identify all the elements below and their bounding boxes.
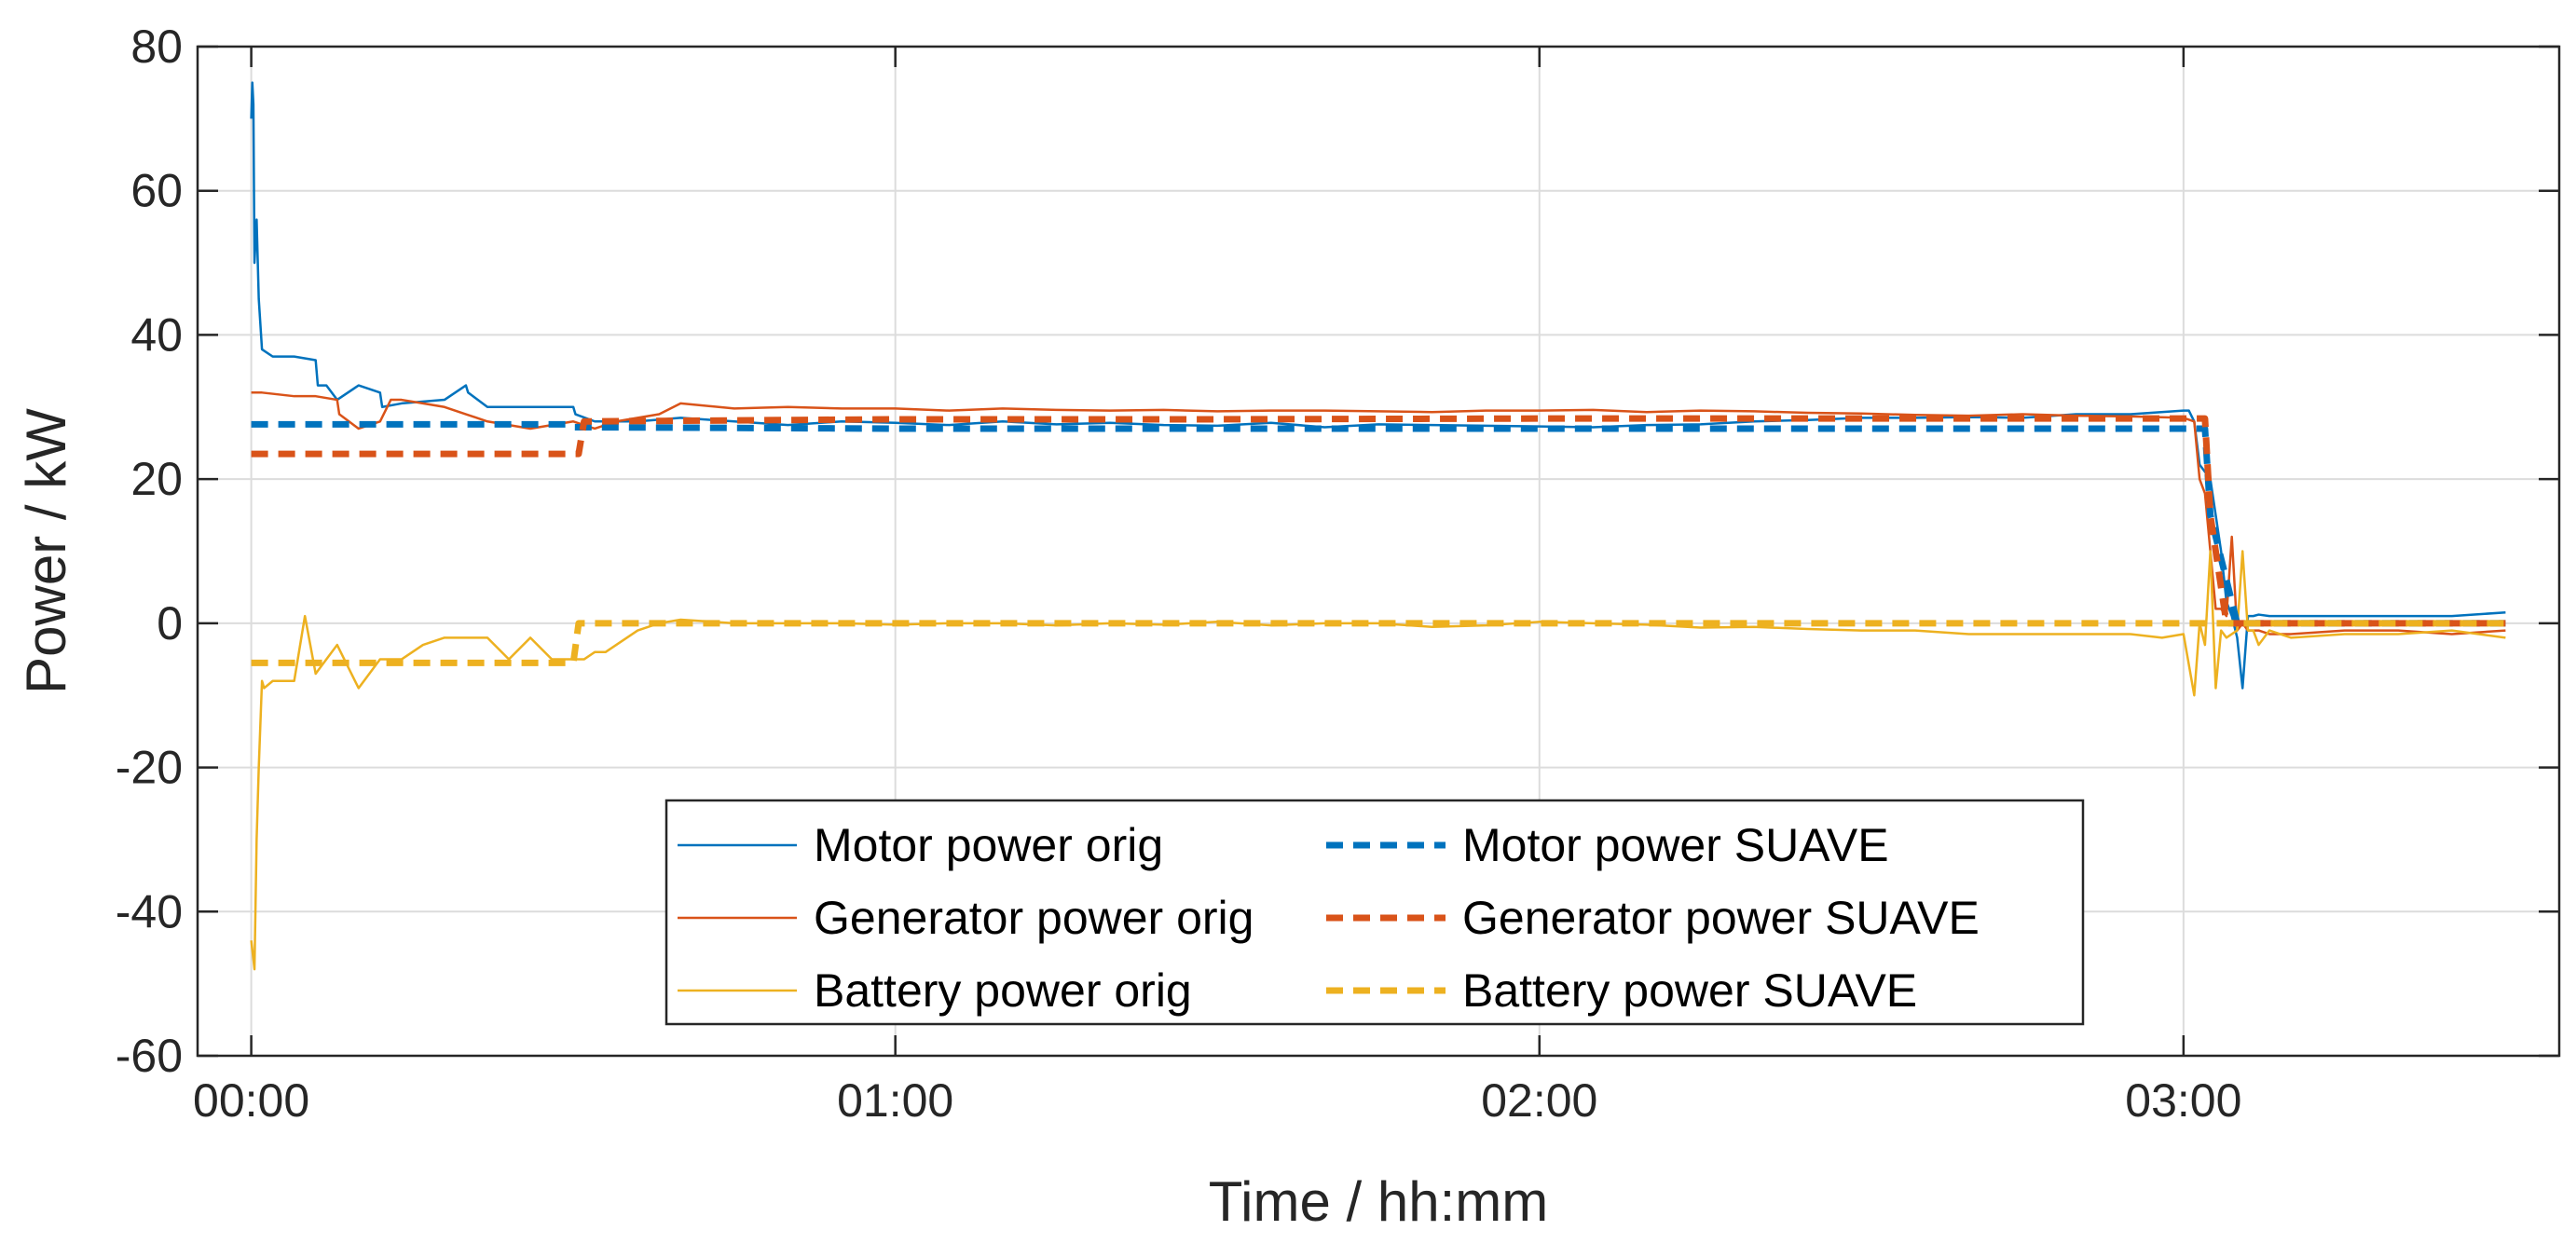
series-line-generator-power-suave	[251, 415, 2506, 627]
y-tick-label: 80	[130, 21, 183, 73]
legend-box	[665, 799, 2085, 1026]
legend-label-motor-power-suave: Motor power SUAVE	[1462, 819, 1889, 871]
y-tick-label: 20	[130, 453, 183, 505]
y-axis-label: Power / kW	[15, 408, 77, 694]
series-layer	[250, 81, 2506, 971]
legend-label-battery-power-suave: Battery power SUAVE	[1462, 964, 1917, 1017]
x-tick-label: 01:00	[837, 1074, 953, 1127]
legend-label-generator-power-orig: Generator power orig	[814, 892, 1254, 944]
x-tick-label: 03:00	[2125, 1074, 2241, 1127]
x-axis-label: Time / hh:mm	[1209, 1170, 1548, 1233]
y-tick-label: 40	[130, 308, 183, 361]
x-tick-label: 00:00	[193, 1074, 309, 1127]
series-line-generator-power-orig	[251, 391, 2506, 636]
y-tick-label: 0	[157, 597, 183, 649]
y-tick-label: 60	[130, 165, 183, 217]
legend-label-generator-power-suave: Generator power SUAVE	[1462, 892, 1980, 944]
legend-label-motor-power-orig: Motor power orig	[814, 819, 1163, 871]
legend: Motor power orig Generator power orig Batt…	[665, 799, 2085, 1026]
plot-frame	[196, 45, 2561, 1058]
y-tick-label: -60	[116, 1030, 183, 1082]
y-tick-label: -20	[116, 742, 183, 794]
y-tick-label: -40	[116, 885, 183, 937]
legend-label-battery-power-orig: Battery power orig	[814, 964, 1192, 1017]
axis-ticks: 00:00 01:00 02:00 03:00 80 60 40 20 0 -20 -40 -60	[116, 21, 2559, 1127]
series-line-motor-power-suave	[251, 420, 2506, 627]
x-tick-label: 02:00	[1481, 1074, 1597, 1127]
